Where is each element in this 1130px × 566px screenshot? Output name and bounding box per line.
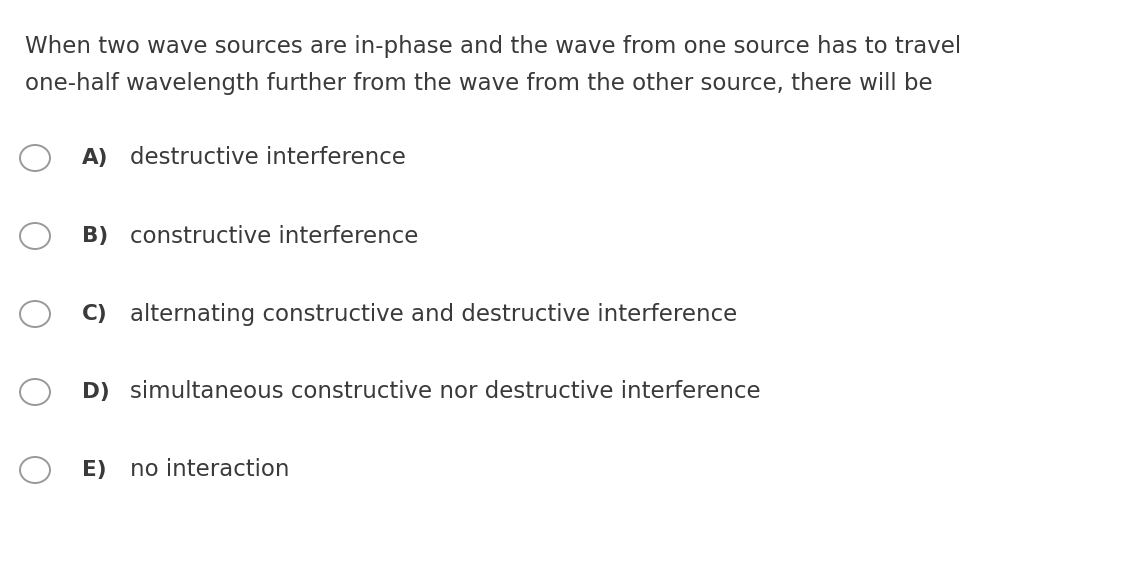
Text: simultaneous constructive nor destructive interference: simultaneous constructive nor destructiv… <box>130 380 760 404</box>
Text: B): B) <box>82 226 108 246</box>
Text: constructive interference: constructive interference <box>130 225 418 247</box>
Text: no interaction: no interaction <box>130 458 289 482</box>
Text: E): E) <box>82 460 106 480</box>
Text: alternating constructive and destructive interference: alternating constructive and destructive… <box>130 302 737 325</box>
Text: When two wave sources are in-phase and the wave from one source has to travel: When two wave sources are in-phase and t… <box>25 35 962 58</box>
Text: A): A) <box>82 148 108 168</box>
Text: D): D) <box>82 382 110 402</box>
Text: destructive interference: destructive interference <box>130 147 406 169</box>
Text: one-half wavelength further from the wave from the other source, there will be: one-half wavelength further from the wav… <box>25 72 932 96</box>
Text: C): C) <box>82 304 107 324</box>
